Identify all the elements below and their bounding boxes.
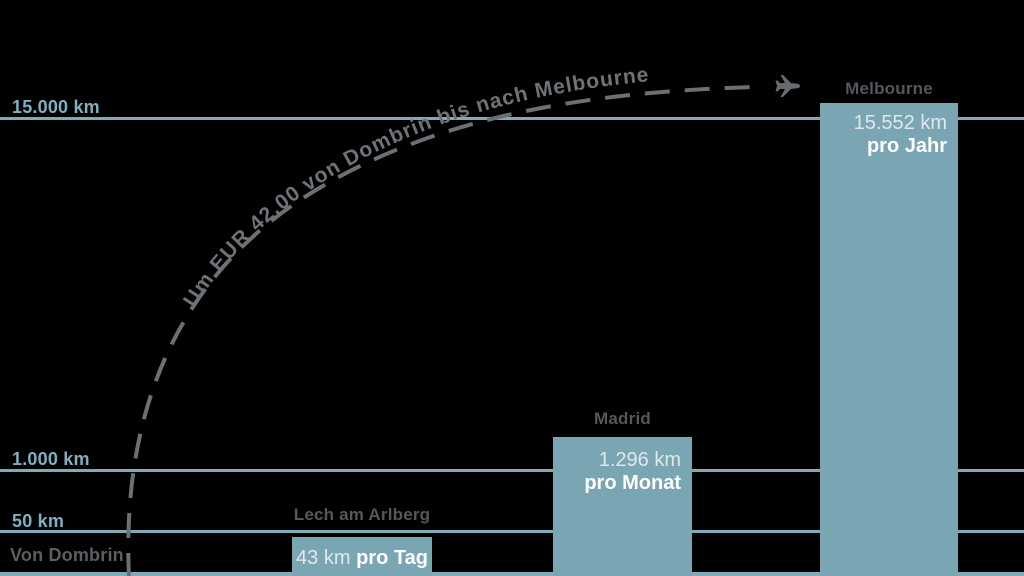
value-label: 1.296 km <box>598 449 681 471</box>
period-label: pro Jahr <box>866 135 947 157</box>
origin-label: Von Dombrin <box>10 545 124 565</box>
bar-value-melbourne: 15.552 km pro Jahr <box>820 112 947 158</box>
city-label-lech-am-arlberg: Lech am Arlberg <box>293 505 431 524</box>
period-label: pro Tag <box>356 547 428 569</box>
bar-melbourne <box>820 103 958 576</box>
city-label-madrid: Madrid <box>594 409 651 428</box>
axis-label-50km: 50 km <box>12 511 65 531</box>
axis-label-1000km: 1.000 km <box>12 449 90 469</box>
curved-title-text: Um EUR 42,00 von Dombrin bis nach Melbou… <box>179 63 650 311</box>
airplane-icon <box>775 75 800 97</box>
bar-value-lech-am-arlberg: 43 km pro Tag <box>292 547 432 569</box>
value-label: 15.552 km <box>853 112 947 134</box>
bar-value-madrid: 1.296 km pro Monat <box>553 449 681 495</box>
axis-label-15000km: 15.000 km <box>12 97 100 117</box>
period-label: pro Monat <box>584 472 681 494</box>
value-label: 43 km <box>296 547 351 569</box>
city-label-melbourne: Melbourne <box>845 79 933 98</box>
